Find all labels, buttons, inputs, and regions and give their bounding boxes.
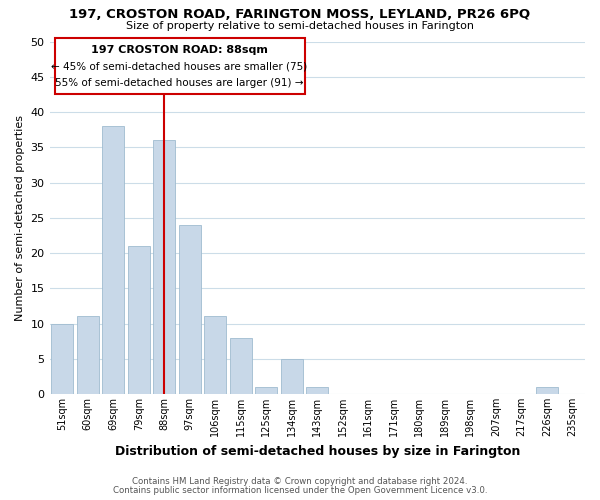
Y-axis label: Number of semi-detached properties: Number of semi-detached properties [15,115,25,321]
Bar [103,126,124,394]
X-axis label: Distribution of semi-detached houses by size in Farington: Distribution of semi-detached houses by … [115,444,520,458]
Text: ← 45% of semi-detached houses are smaller (75): ← 45% of semi-detached houses are smalle… [52,61,308,71]
Bar [256,387,277,394]
Bar [281,359,302,394]
Bar [307,387,328,394]
Text: 197, CROSTON ROAD, FARINGTON MOSS, LEYLAND, PR26 6PQ: 197, CROSTON ROAD, FARINGTON MOSS, LEYLA… [70,8,530,20]
Bar [77,316,98,394]
Text: Contains public sector information licensed under the Open Government Licence v3: Contains public sector information licen… [113,486,487,495]
Bar [179,225,200,394]
Text: Size of property relative to semi-detached houses in Farington: Size of property relative to semi-detach… [126,21,474,31]
Bar [536,387,557,394]
Text: 197 CROSTON ROAD: 88sqm: 197 CROSTON ROAD: 88sqm [91,45,268,55]
Bar [52,324,73,394]
Text: 55% of semi-detached houses are larger (91) →: 55% of semi-detached houses are larger (… [55,78,304,88]
Bar [154,140,175,394]
FancyBboxPatch shape [55,38,305,94]
Bar [205,316,226,394]
Bar [230,338,251,394]
Bar [128,246,149,394]
Text: Contains HM Land Registry data © Crown copyright and database right 2024.: Contains HM Land Registry data © Crown c… [132,477,468,486]
